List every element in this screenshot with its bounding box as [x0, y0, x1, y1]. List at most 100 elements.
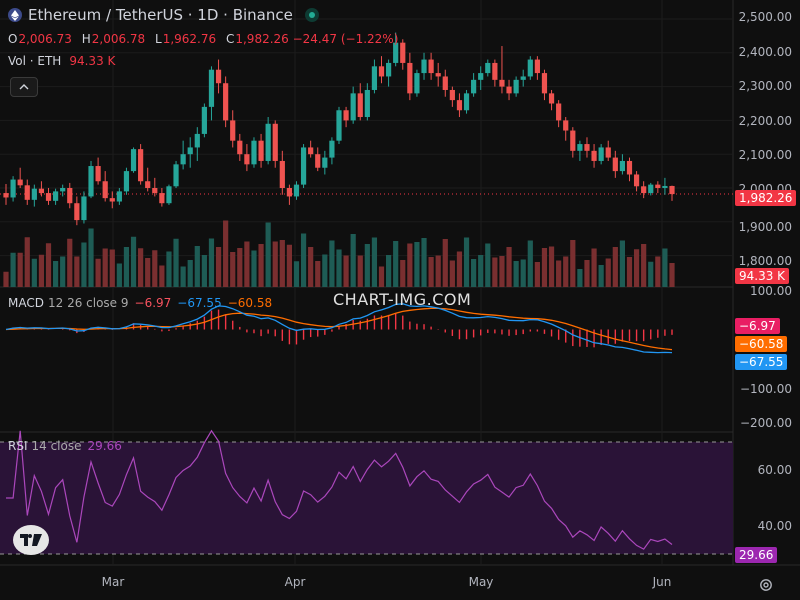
settings-gear-icon[interactable]: [758, 577, 774, 597]
ohlc-high-value: 2,006.78: [91, 32, 146, 46]
rsi-value: 29.66: [87, 439, 122, 453]
volume-bar: [556, 260, 562, 287]
candle-body: [10, 179, 16, 198]
candle-body: [471, 79, 477, 94]
macd-pane: [5, 303, 673, 354]
volume-bar: [463, 237, 470, 287]
candle-body: [116, 191, 122, 202]
candle-body: [81, 196, 87, 221]
candle-body: [364, 89, 370, 118]
volume-bar: [506, 247, 512, 287]
volume-value: 94.33 K: [69, 54, 116, 68]
rsi-band: [0, 442, 733, 554]
candle-body: [612, 157, 618, 172]
rsi-legend: RSI 14 close 29.66: [8, 439, 122, 453]
candle-body: [449, 89, 455, 101]
volume-bar: [52, 261, 59, 287]
time-tick: Mar: [101, 575, 125, 589]
volume-bar: [407, 243, 413, 287]
volume-bar: [173, 238, 179, 287]
volume-bar: [364, 244, 370, 287]
volume-bar: [237, 248, 243, 287]
volume-bar: [612, 247, 618, 287]
candle-body: [315, 154, 321, 168]
volume-bar: [421, 238, 427, 287]
candle-body: [456, 100, 463, 111]
volume-bar: [265, 222, 271, 287]
volume-bar: [662, 248, 668, 287]
candle-body: [485, 62, 491, 74]
ohlc-legend: O2,006.73 H2,006.78 L1,962.76 C1,982.26 …: [8, 32, 404, 46]
candle-body: [428, 59, 434, 74]
candle-body: [414, 73, 420, 94]
candle-body: [662, 185, 668, 188]
candle-body: [336, 110, 342, 141]
candle-body: [619, 160, 626, 172]
rsi-tag: 29.66: [735, 547, 778, 563]
candle-body: [173, 164, 179, 187]
volume-bar: [633, 249, 640, 287]
candle-body: [145, 181, 151, 188]
market-status-icon[interactable]: [304, 8, 319, 22]
candle-body: [442, 76, 448, 90]
volume-bar: [527, 240, 533, 287]
candle-body: [60, 188, 66, 192]
volume-bar: [577, 269, 583, 287]
volume-bar: [286, 244, 293, 287]
volume-bar: [187, 260, 193, 287]
candle-body: [584, 144, 590, 151]
volume-bar: [308, 247, 314, 287]
candle-body: [102, 181, 108, 199]
volume-bar: [180, 266, 186, 287]
candle-body: [669, 185, 675, 195]
candle-body: [208, 69, 215, 107]
candle-body: [400, 42, 406, 63]
volume-bar: [322, 254, 328, 287]
volume-bar: [619, 240, 626, 287]
volume-bar: [570, 240, 576, 287]
candle-body: [478, 73, 484, 80]
volume-bar: [605, 258, 611, 287]
candle-body: [541, 73, 548, 94]
macd-line: [5, 303, 673, 354]
macd-label: MACD: [8, 296, 44, 310]
volume-bar: [159, 265, 165, 287]
candle-body: [598, 147, 604, 161]
volume-bar: [145, 258, 151, 287]
volume-bar: [300, 233, 307, 287]
volume-bar: [478, 255, 484, 287]
volume-bar: [244, 241, 250, 287]
candle-body: [187, 147, 193, 155]
candle-body: [308, 147, 314, 155]
volume-bar: [414, 242, 420, 287]
candle-body: [251, 140, 257, 165]
candle-body: [421, 59, 427, 74]
symbol-title[interactable]: Ethereum / TetherUS · 1D · Binance: [28, 6, 293, 24]
candle-body: [300, 147, 307, 185]
rsi-pane: [0, 429, 733, 555]
candlestick-series: [3, 32, 675, 226]
ohlc-open-value: 2,006.73: [18, 32, 72, 46]
macd-hist-value: −6.97: [134, 296, 172, 310]
tradingview-logo[interactable]: [13, 525, 49, 555]
candle-body: [17, 179, 23, 186]
volume-label: Vol · ETH: [8, 54, 62, 68]
volume-bar: [152, 250, 158, 287]
watermark: CHART-IMG.COM: [333, 290, 472, 309]
volume-bar: [258, 244, 264, 287]
volume-bar: [485, 243, 491, 287]
time-tick: Jun: [652, 575, 672, 589]
candle-body: [591, 150, 597, 161]
volume-bar: [343, 255, 349, 287]
candle-body: [329, 140, 335, 158]
volume-bar: [223, 220, 229, 287]
candle-body: [641, 186, 647, 194]
candle-body: [322, 157, 328, 168]
candle-body: [385, 62, 392, 77]
volume-bar: [166, 251, 172, 287]
volume-bar: [293, 261, 300, 287]
volume-bar: [24, 237, 30, 287]
volume-bar: [45, 243, 52, 287]
candle-body: [350, 93, 356, 121]
collapse-legend-button[interactable]: [10, 77, 38, 97]
